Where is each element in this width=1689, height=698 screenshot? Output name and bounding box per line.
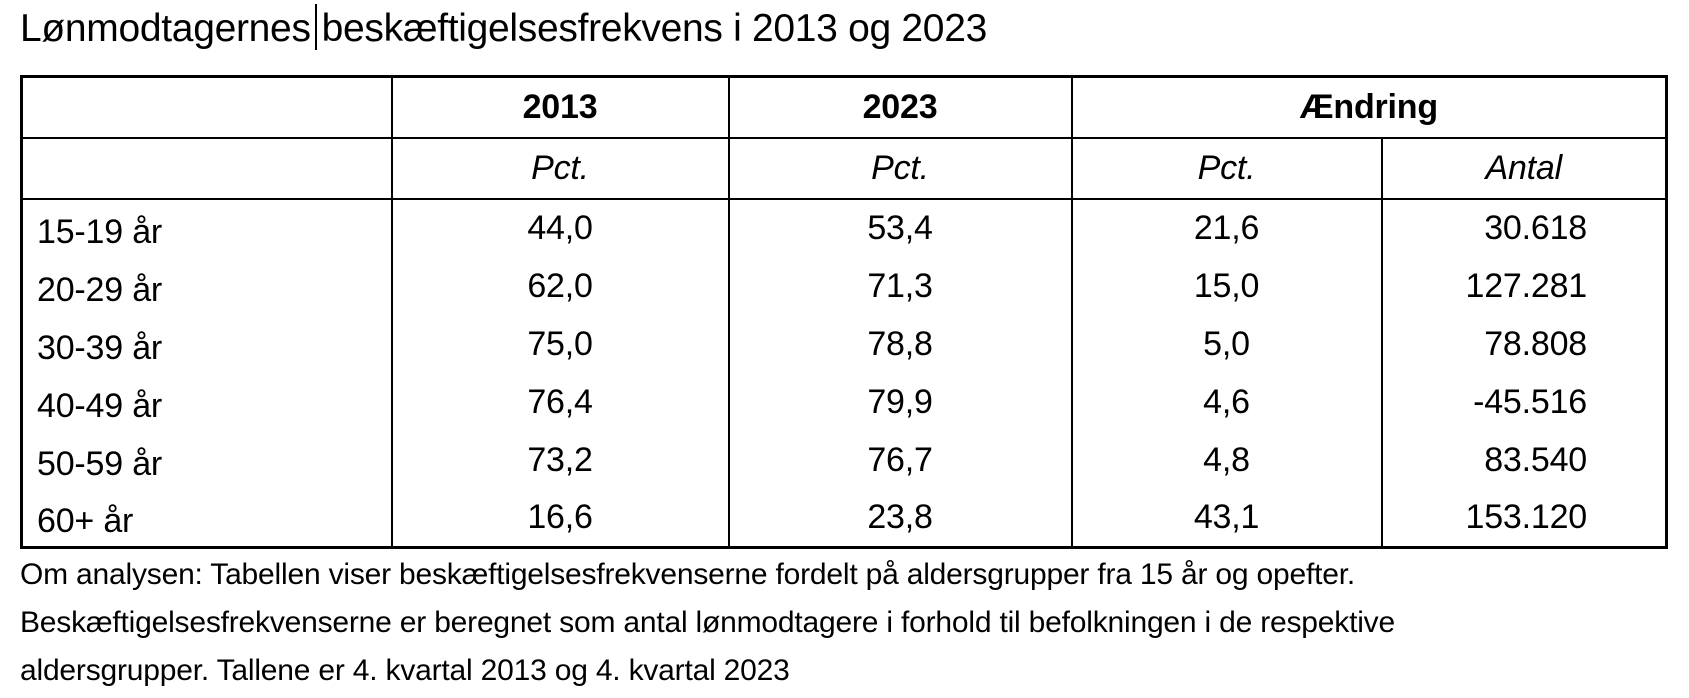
unit-pct-2023[interactable]: Pct. (727, 137, 1073, 200)
about-line[interactable]: Om analysen: Tabellen viser beskæftigels… (20, 558, 1356, 591)
change-pct-cell[interactable]: 4,8 (1070, 431, 1383, 489)
pct-2013-cell[interactable]: 73,2 (390, 431, 730, 489)
change-antal-cell[interactable]: 83.540 (1380, 431, 1668, 489)
pct-2023-cell[interactable]: 79,9 (727, 373, 1073, 431)
pct-2023-cell[interactable]: 76,7 (727, 431, 1073, 489)
pct-2013-cell[interactable]: 62,0 (390, 257, 730, 315)
table-header-2023[interactable]: 2023 (727, 75, 1073, 139)
about-line[interactable]: aldersgrupper. Tallene er 4. kvartal 201… (20, 654, 790, 687)
change-antal-cell[interactable]: 30.618 (1380, 199, 1668, 257)
change-antal-cell[interactable]: -45.516 (1380, 373, 1668, 431)
unit-pct-change[interactable]: Pct. (1070, 137, 1383, 200)
age-group-cell[interactable]: 40-49 år (20, 373, 393, 431)
change-antal-cell[interactable]: 78.808 (1380, 315, 1668, 373)
table-row: 50-59 år 73,2 76,7 4,8 83.540 (20, 431, 1668, 489)
units-corner-cell[interactable] (20, 137, 393, 200)
pct-2013-cell[interactable]: 75,0 (390, 315, 730, 373)
unit-antal-change[interactable]: Antal (1380, 137, 1668, 200)
table-header-row: 2013 2023 Ændring (20, 75, 1668, 139)
pct-2013-cell[interactable]: 44,0 (390, 199, 730, 257)
age-group-cell[interactable]: 50-59 år (20, 431, 393, 489)
about-line[interactable]: Beskæftigelsesfrekvenserne er beregnet s… (20, 606, 1395, 639)
age-group-cell[interactable]: 20-29 år (20, 257, 393, 315)
table-row: 40-49 år 76,4 79,9 4,6 -45.516 (20, 373, 1668, 431)
unit-pct-2013[interactable]: Pct. (390, 137, 730, 200)
age-group-cell[interactable]: 30-39 år (20, 315, 393, 373)
table-header-2013[interactable]: 2013 (390, 75, 730, 139)
pct-2023-cell[interactable]: 23,8 (727, 489, 1073, 547)
pct-2023-cell[interactable]: 78,8 (727, 315, 1073, 373)
employment-frequency-table: 2013 2023 Ændring Pct. Pct. Pct. Antal 1… (20, 75, 1669, 549)
table-row: 20-29 år 62,0 71,3 15,0 127.281 (20, 257, 1668, 315)
change-pct-cell[interactable]: 5,0 (1070, 315, 1383, 373)
title-text-after-cursor[interactable]: beskæftigelsesfrekvens i 2013 og 2023 (321, 7, 988, 50)
change-pct-cell[interactable]: 43,1 (1070, 489, 1383, 547)
document-title[interactable]: Lønmodtagernes beskæftigelsesfrekvens i 2… (20, 3, 987, 55)
change-pct-cell[interactable]: 15,0 (1070, 257, 1383, 315)
pct-2013-cell[interactable]: 16,6 (390, 489, 730, 547)
table-row: 60+ år 16,6 23,8 43,1 153.120 (20, 489, 1668, 547)
table-units-row: Pct. Pct. Pct. Antal (20, 137, 1668, 200)
pct-2023-cell[interactable]: 71,3 (727, 257, 1073, 315)
about-text: Om analysen: Tabellen viser beskæftigels… (20, 551, 1395, 695)
table-row: 15-19 år 44,0 53,4 21,6 30.618 (20, 199, 1668, 257)
change-antal-cell[interactable]: 127.281 (1380, 257, 1668, 315)
age-group-cell[interactable]: 15-19 år (20, 199, 393, 257)
age-group-cell[interactable]: 60+ år (20, 489, 393, 547)
table-row: 30-39 år 75,0 78,8 5,0 78.808 (20, 315, 1668, 373)
table-corner-cell[interactable] (20, 75, 393, 139)
pct-2013-cell[interactable]: 76,4 (390, 373, 730, 431)
change-antal-cell[interactable]: 153.120 (1380, 489, 1668, 547)
change-pct-cell[interactable]: 21,6 (1070, 199, 1383, 257)
title-text-before-cursor[interactable]: Lønmodtagernes (20, 7, 311, 50)
pct-2023-cell[interactable]: 53,4 (727, 199, 1073, 257)
text-cursor (314, 4, 317, 50)
employment-table: 2013 2023 Ændring Pct. Pct. Pct. Antal 1… (20, 75, 1669, 549)
table-header-aendring[interactable]: Ændring (1070, 75, 1668, 139)
change-pct-cell[interactable]: 4,6 (1070, 373, 1383, 431)
